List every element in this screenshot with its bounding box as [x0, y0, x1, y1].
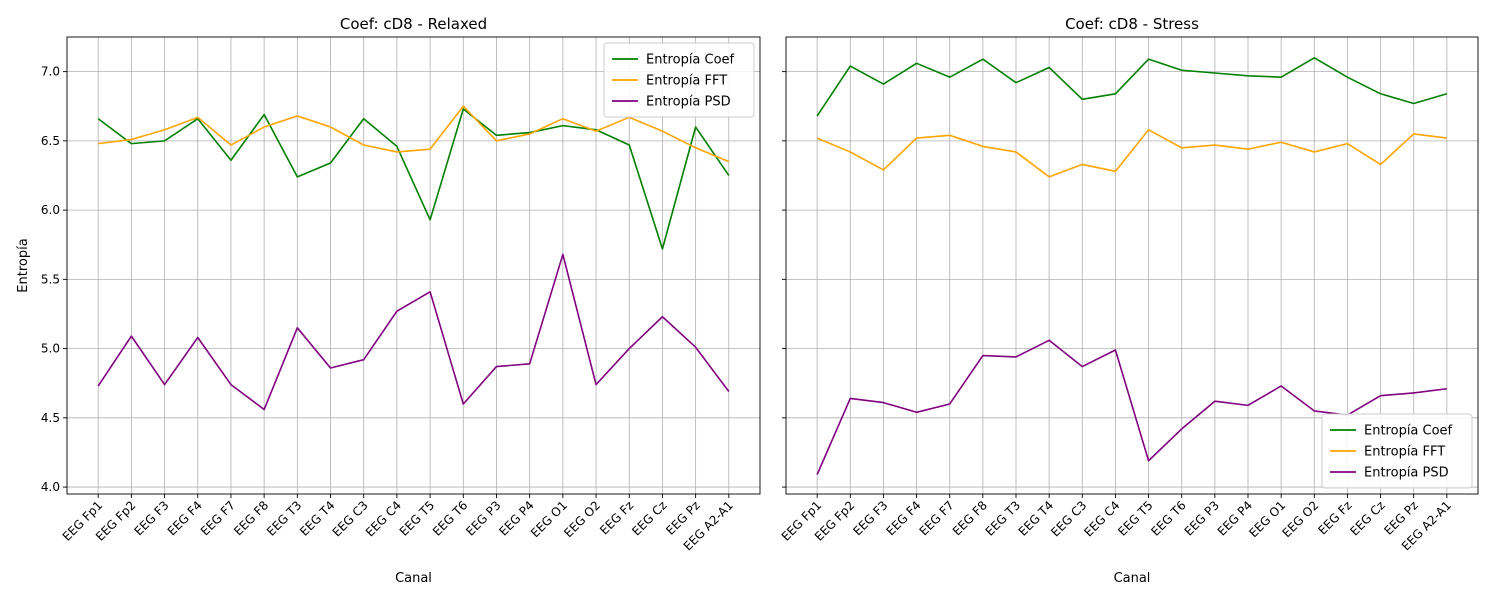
chart-title: Coef: cD8 - Relaxed: [340, 15, 487, 33]
legend: Entropía Coef Entropía FFT Entropía PSD: [1321, 413, 1473, 489]
series-line-1: [816, 56, 1448, 117]
x-tick-label: EEG F8: [231, 498, 271, 538]
series-line-2: [98, 105, 730, 163]
x-tick-label: EEG P3: [1182, 498, 1222, 538]
y-tick-label: 4.0: [41, 480, 60, 494]
x-tick-label: EEG F4: [884, 498, 924, 538]
x-tick-label: EEG T3: [264, 498, 304, 538]
series-line-1: [97, 108, 730, 250]
x-tick-label: EEG C3: [1048, 498, 1089, 539]
x-tick-label: EEG T6: [1148, 498, 1188, 538]
x-tick-label: EEG T3: [983, 498, 1023, 538]
x-tick-label: EEG F7: [917, 498, 957, 538]
y-tick-label: 6.0: [41, 203, 60, 217]
series-line-3: [97, 253, 730, 411]
legend-label: Entropía PSD: [1364, 466, 1449, 481]
x-tick-label: EEG T5: [397, 498, 437, 538]
y-tick-label: 4.5: [41, 411, 60, 425]
y-tick-label: 5.0: [41, 342, 60, 356]
x-tick-label: EEG F4: [165, 498, 205, 538]
legend: Entropía Coef Entropía FFT Entropía PSD: [603, 42, 755, 118]
y-tick-label: 5.5: [41, 272, 60, 286]
x-axis-label: Canal: [395, 571, 432, 586]
axes-frame: [785, 36, 1479, 495]
x-tick-label: EEG F8: [950, 498, 990, 538]
legend-label: Entropía FFT: [646, 74, 727, 89]
y-axis-label: Entropía: [16, 238, 31, 292]
x-tick-label: EEG T5: [1115, 498, 1155, 538]
x-tick-label: EEG T6: [430, 498, 470, 538]
legend-box: [603, 42, 755, 118]
x-tick-label: EEG F7: [198, 498, 238, 538]
x-tick-label: EEG O2: [1279, 498, 1321, 540]
legend-box: [1321, 413, 1473, 489]
x-tick-label: EEG Fz: [597, 498, 636, 537]
x-tick-label: EEG Cz: [1347, 498, 1387, 538]
x-tick-label: EEG C3: [330, 498, 371, 539]
legend-label: Entropía PSD: [646, 95, 731, 110]
x-tick-label: EEG F3: [850, 498, 890, 538]
y-tick-label: 6.5: [41, 134, 60, 148]
y-tick-label: 7.0: [41, 65, 60, 79]
chart-title: Coef: cD8 - Stress: [1065, 15, 1199, 33]
x-axis-label: Canal: [1114, 571, 1151, 586]
x-tick-label: EEG F3: [132, 498, 172, 538]
legend-label: Entropía Coef: [646, 53, 735, 68]
x-tick-label: EEG C4: [363, 498, 404, 539]
x-tick-label: EEG O2: [561, 498, 603, 540]
x-tick-label: EEG P3: [463, 498, 503, 538]
series-line-2: [816, 128, 1447, 178]
x-tick-label: EEG Fz: [1315, 498, 1354, 537]
axes-frame: [66, 36, 761, 495]
legend-label: Entropía FFT: [1364, 445, 1445, 460]
legend-label: Entropía Coef: [1364, 424, 1453, 439]
x-tick-label: EEG C4: [1081, 498, 1122, 539]
x-tick-label: EEG Cz: [629, 498, 669, 538]
